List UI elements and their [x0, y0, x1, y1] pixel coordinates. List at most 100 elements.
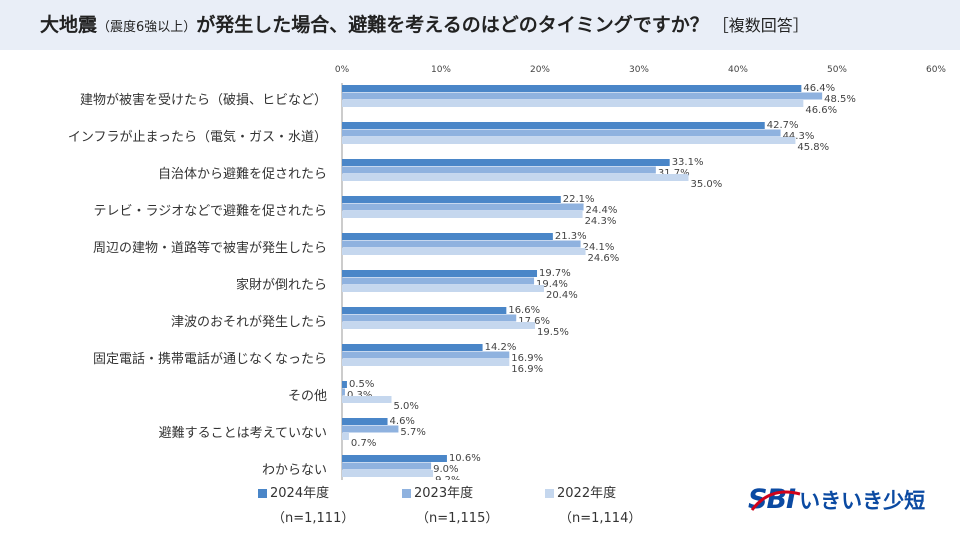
bar	[342, 174, 689, 181]
legend-swatch-2024	[258, 489, 267, 498]
bar	[342, 159, 670, 166]
data-label: 24.3%	[585, 216, 617, 227]
bar	[342, 233, 553, 240]
bar-chart: 0% 10% 20% 30% 40% 50% 60% 建物が被害を受けたら（破損、ヒビなど） 4…	[68, 65, 946, 480]
legend-label-2022: 2022年度	[557, 486, 617, 501]
bar	[342, 396, 392, 403]
legend-item-2022: 2022年度 （n=1,114）	[545, 482, 641, 526]
data-label: 4.6%	[390, 416, 415, 427]
data-label: 33.1%	[672, 157, 704, 168]
legend-item-2023: 2023年度 （n=1,115）	[402, 482, 498, 526]
category-label: わからない	[262, 463, 327, 478]
bar	[342, 196, 561, 203]
x-tick-label: 40%	[728, 65, 748, 75]
bar	[342, 314, 517, 322]
data-label: 17.6%	[518, 316, 550, 327]
x-tick-label: 0%	[335, 65, 350, 75]
data-label: 19.5%	[537, 327, 569, 338]
data-label: 5.7%	[400, 427, 425, 438]
category-label: その他	[288, 389, 327, 404]
bar	[342, 129, 781, 137]
category-label: 津波のおそれが発生したら	[171, 315, 327, 330]
legend-swatch-2023	[402, 489, 411, 498]
x-tick-label: 20%	[530, 65, 550, 75]
logo-name: いきいき少短	[799, 489, 926, 513]
bar	[342, 344, 483, 351]
bar	[342, 137, 796, 144]
bar	[342, 92, 823, 100]
title-subtitle: （震度6強以上）	[97, 20, 197, 35]
category-label: 家財が倒れたら	[236, 277, 327, 293]
bar	[342, 307, 507, 314]
bar	[342, 455, 447, 462]
bar	[342, 425, 399, 433]
data-label: 9.2%	[435, 475, 460, 480]
data-label: 9.0%	[433, 464, 458, 475]
category-label: インフラが止まったら（電気・ガス・水道）	[68, 129, 327, 145]
title-main-b: が発生した場合、避難を考えるのはどのタイミングですか？	[196, 14, 709, 36]
sbi-logo: SBI いきいき少短	[748, 484, 925, 524]
data-label: 24.6%	[588, 253, 620, 264]
category-label: 周辺の建物・道路等で被害が発生したら	[93, 240, 327, 256]
data-label: 14.2%	[485, 342, 517, 353]
data-label: 46.4%	[803, 83, 835, 94]
bar	[342, 248, 586, 255]
data-label: 21.3%	[555, 231, 587, 242]
bar	[342, 211, 583, 218]
bar	[342, 203, 584, 211]
bar	[342, 381, 347, 388]
legend-n-2022: （n=1,114）	[559, 511, 642, 526]
data-label: 42.7%	[767, 120, 799, 131]
data-label: 19.4%	[536, 279, 568, 290]
legend-swatch-2022	[545, 489, 554, 498]
bar	[342, 359, 510, 366]
data-label: 24.4%	[586, 205, 618, 216]
data-label: 19.7%	[539, 268, 571, 279]
data-label: 0.7%	[351, 438, 376, 449]
bar	[342, 322, 536, 329]
legend-n-2024: （n=1,111）	[272, 511, 355, 526]
legend-item-2024: 2024年度 （n=1,111）	[258, 482, 354, 526]
bar	[342, 277, 535, 285]
legend-n-2023: （n=1,115）	[416, 511, 499, 526]
bar	[342, 470, 434, 477]
data-label: 0.3%	[347, 390, 372, 401]
bar	[342, 351, 510, 359]
bar	[342, 270, 538, 277]
x-tick-label: 10%	[431, 65, 451, 75]
logo-brand: SBI	[748, 484, 796, 515]
data-label: 22.1%	[563, 194, 595, 205]
title-tag: ［複数回答］	[712, 16, 809, 35]
data-label: 48.5%	[824, 94, 856, 105]
data-label: 20.4%	[546, 290, 578, 301]
title-bar	[0, 0, 960, 50]
bar	[342, 100, 804, 107]
title-main-a: 大地震	[40, 14, 98, 36]
x-tick-label: 50%	[827, 65, 847, 75]
data-label: 44.3%	[783, 131, 815, 142]
data-label: 16.6%	[508, 305, 540, 316]
category-label: テレビ・ラジオなどで避難を促されたら	[94, 204, 327, 219]
data-label: 45.8%	[797, 142, 829, 153]
legend-label-2023: 2023年度	[414, 486, 474, 501]
bar	[342, 418, 388, 425]
bar	[342, 433, 349, 440]
data-label: 35.0%	[691, 179, 723, 190]
x-tick-label: 60%	[926, 65, 946, 75]
data-label: 16.9%	[511, 353, 543, 364]
category-label: 避難することは考えていない	[159, 426, 327, 441]
x-tick-label: 30%	[629, 65, 649, 75]
bar	[342, 285, 544, 292]
data-label: 5.0%	[394, 401, 419, 412]
bar	[342, 388, 345, 396]
category-label: 建物が被害を受けたら（破損、ヒビなど）	[80, 92, 327, 108]
bar	[342, 166, 656, 174]
category-label: 固定電話・携帯電話が通じなくなったら	[93, 351, 327, 367]
data-label: 46.6%	[805, 105, 837, 116]
logo-swoosh-icon	[750, 490, 801, 511]
bar	[342, 462, 432, 470]
category-label: 自治体から避難を促されたら	[158, 167, 327, 182]
page-title: 大地震（震度6強以上）が発生した場合、避難を考えるのはどのタイミングですか？ ［複…	[40, 0, 809, 50]
data-label: 16.9%	[511, 364, 543, 375]
legend-label-2024: 2024年度	[270, 486, 330, 501]
